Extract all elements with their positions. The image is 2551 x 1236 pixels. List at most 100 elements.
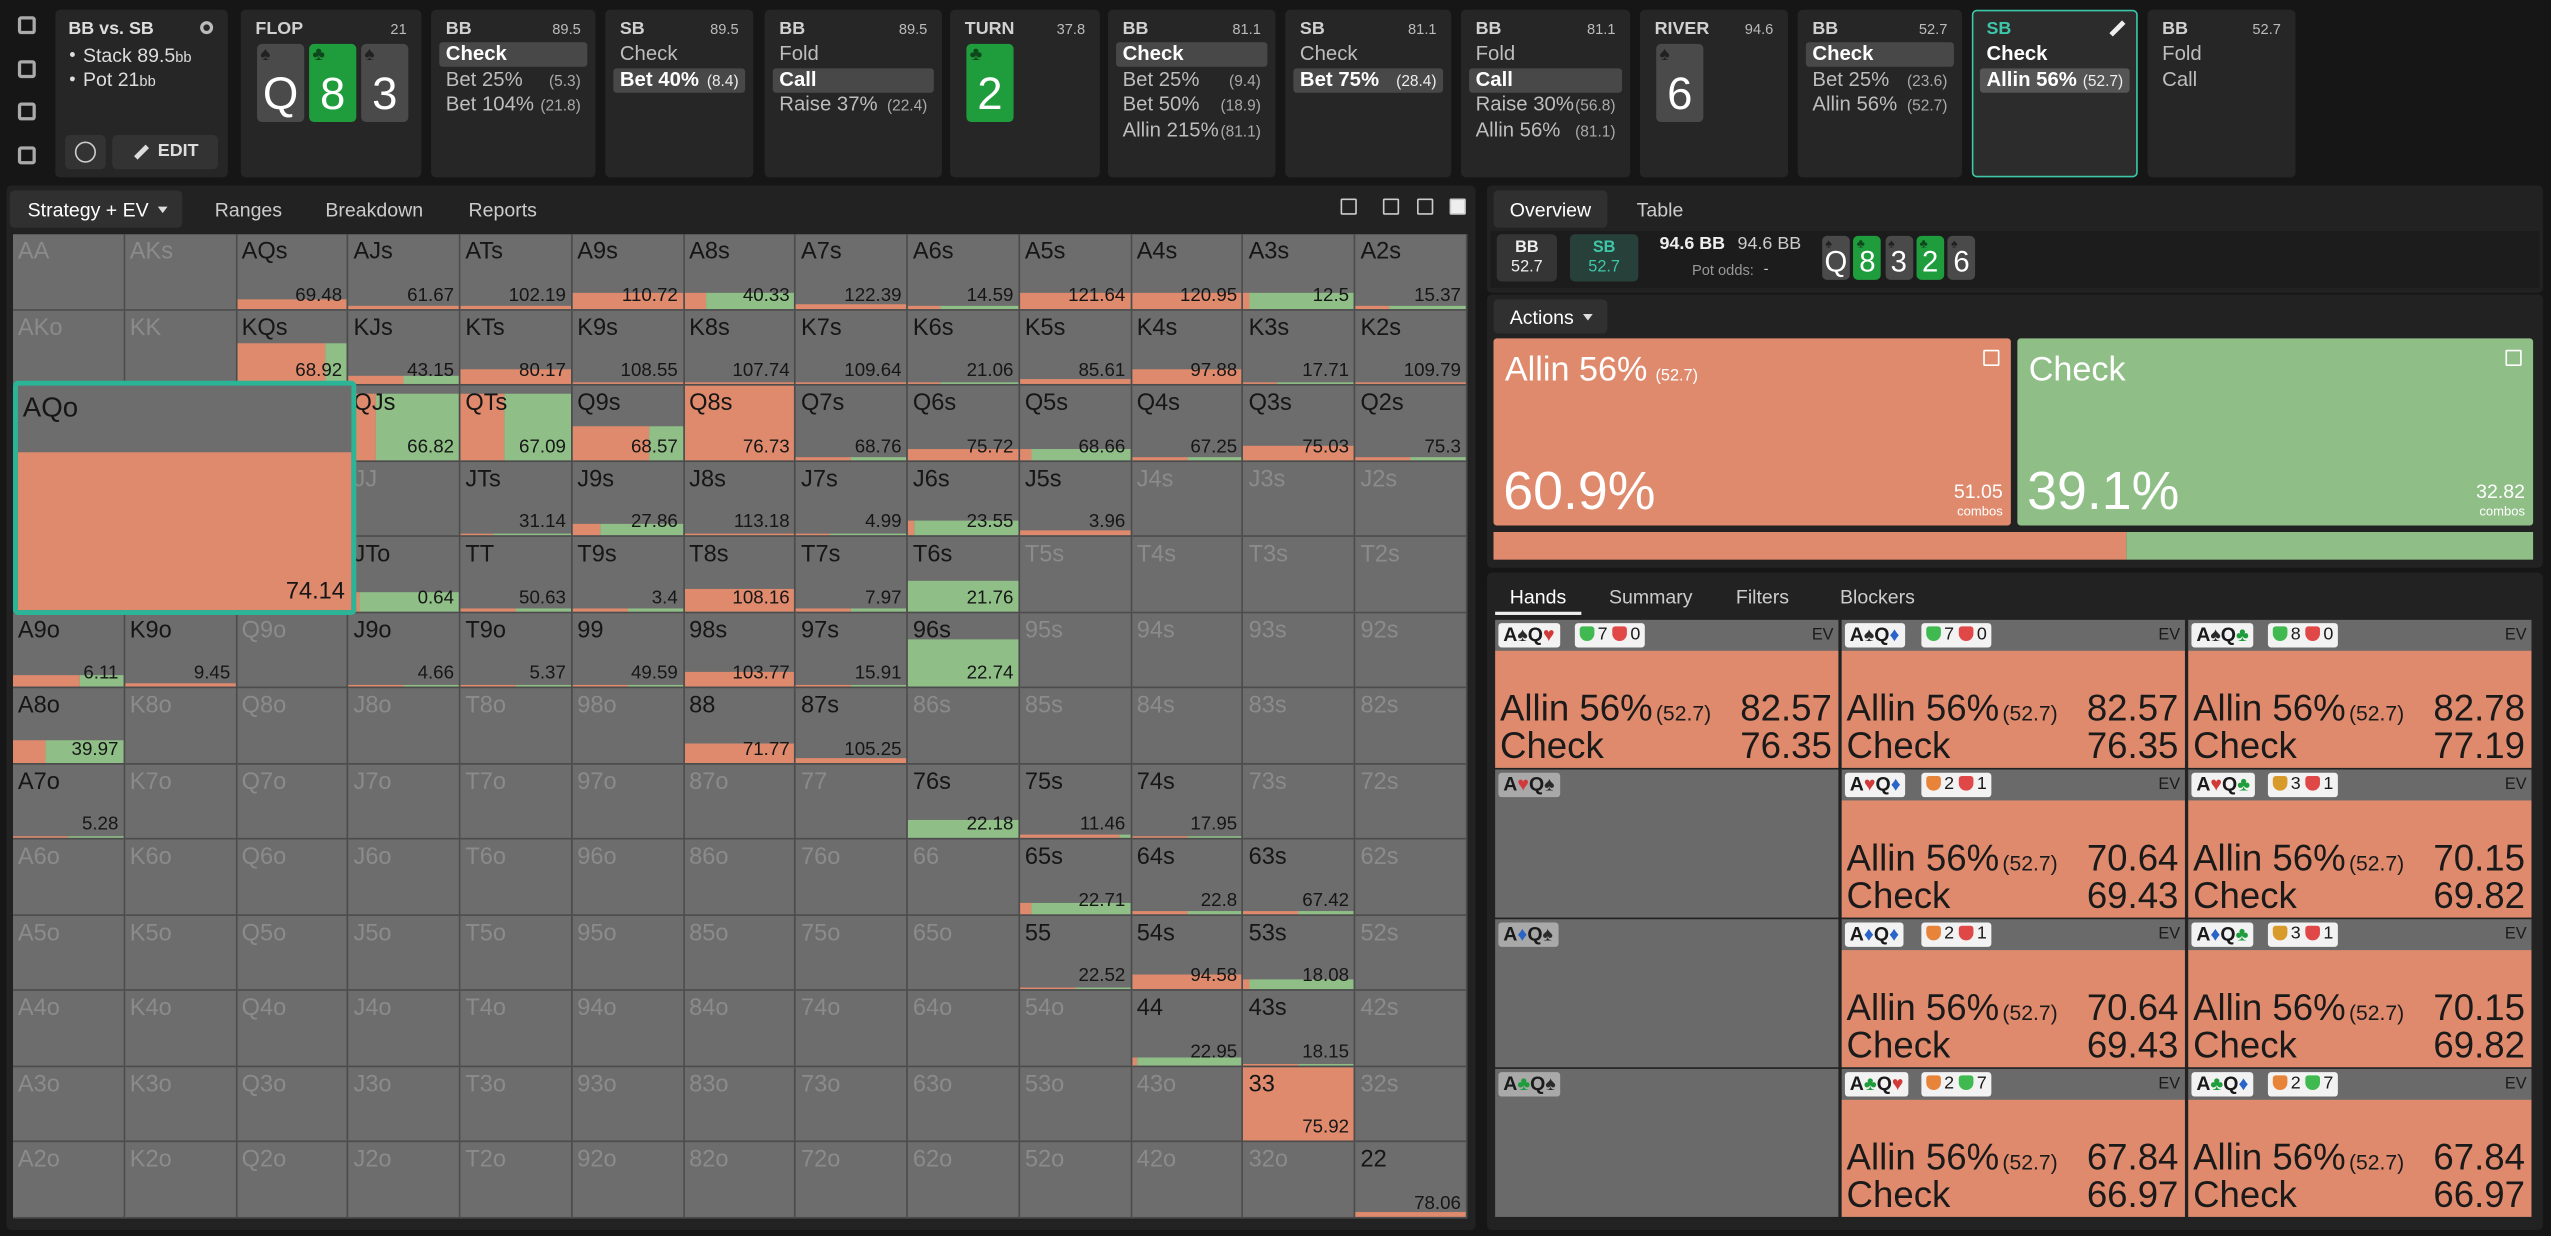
node-action[interactable]: Fold xyxy=(1469,42,1622,66)
range-cell[interactable]: 84s xyxy=(1131,688,1244,765)
range-cell[interactable]: KK xyxy=(124,309,237,386)
range-cell[interactable]: K8s 107.74 xyxy=(684,309,797,386)
range-cell[interactable]: 95s xyxy=(1019,612,1132,689)
range-cell[interactable]: 52s xyxy=(1355,915,1468,992)
node-action[interactable]: Bet 104% (21.8) xyxy=(439,93,587,117)
range-cell[interactable]: ATs 102.19 xyxy=(460,234,573,310)
range-cell[interactable]: 44 22.95 xyxy=(1131,991,1244,1068)
range-cell[interactable]: 63s 67.42 xyxy=(1243,839,1356,916)
range-cell[interactable]: 42o xyxy=(1131,1142,1244,1219)
range-cell[interactable]: 98s 103.77 xyxy=(684,612,797,689)
range-cell[interactable]: 32o xyxy=(1243,1142,1356,1219)
node-action[interactable]: Raise 30% (56.8) xyxy=(1469,93,1622,117)
range-cell[interactable]: Q4o xyxy=(236,991,349,1068)
range-cell[interactable]: 22 78.06 xyxy=(1355,1142,1468,1219)
player-box[interactable]: SB 52.7 xyxy=(1569,234,1639,282)
node-card[interactable]: RIVER 94.6 6 ♠ xyxy=(1639,9,1788,178)
range-cell[interactable]: J6o xyxy=(348,839,461,916)
range-cell[interactable]: 33 75.92 xyxy=(1243,1067,1356,1143)
node-card[interactable]: BB 52.7 Check Bet 25% (23.6) Allin 56% (52.7) xyxy=(1797,9,1963,178)
hand-cell[interactable]: A♣Q♠ xyxy=(1495,1068,1839,1217)
node-action[interactable]: Call xyxy=(772,67,934,92)
hand-cell[interactable]: A♣Q♦ 2 7 EV Allin 56% (52.7) 67.84 Check 66.97 xyxy=(2188,1068,2532,1217)
range-cell[interactable]: Q2s 75.3 xyxy=(1355,385,1468,462)
node-action[interactable]: Fold xyxy=(773,42,934,66)
range-cell[interactable]: T3s xyxy=(1243,537,1356,613)
range-cell[interactable]: 93o xyxy=(572,1067,685,1143)
range-cell[interactable]: 98o xyxy=(572,688,685,765)
range-cell[interactable]: K7s 109.64 xyxy=(796,309,909,386)
tab[interactable]: Ranges xyxy=(205,190,303,227)
range-cell[interactable]: 65o xyxy=(908,915,1020,992)
node-card[interactable]: TURN 37.8 2 ♣ xyxy=(950,9,1100,178)
range-cell[interactable]: A7s 122.39 xyxy=(796,234,909,310)
range-cell[interactable]: 76s 22.18 xyxy=(908,764,1020,840)
range-cell[interactable]: 73s xyxy=(1243,764,1356,840)
range-cell[interactable]: KQs 68.92 xyxy=(236,309,349,386)
range-cell[interactable]: 99 49.59 xyxy=(572,612,685,689)
range-cell[interactable]: J6s 23.55 xyxy=(908,461,1020,538)
range-cell[interactable]: 64o xyxy=(908,991,1020,1068)
node-card[interactable]: SB 89.5 Check Bet 40% (8.4) xyxy=(605,9,754,178)
info-button[interactable] xyxy=(65,135,106,170)
node-action[interactable]: Bet 75% (28.4) xyxy=(1293,67,1444,92)
range-cell[interactable]: 88 71.77 xyxy=(684,688,797,765)
range-cell[interactable]: J7o xyxy=(348,764,461,840)
range-cell[interactable]: AJs 61.67 xyxy=(348,234,461,310)
range-cell[interactable]: T8s 108.16 xyxy=(684,537,797,613)
range-cell[interactable]: 83s xyxy=(1243,688,1356,765)
range-cell[interactable]: T3o xyxy=(460,1067,573,1143)
range-cell[interactable]: 97s 15.91 xyxy=(796,612,909,689)
tab[interactable]: Summary xyxy=(1594,579,1707,615)
range-cell[interactable]: Q7o xyxy=(236,764,349,840)
range-cell[interactable]: K8o xyxy=(124,688,237,765)
range-cell[interactable]: 84o xyxy=(684,991,797,1068)
range-cell[interactable]: 54s 94.58 xyxy=(1131,915,1244,992)
range-cell[interactable]: 87o xyxy=(684,764,797,840)
range-cell[interactable]: 43s 18.15 xyxy=(1243,991,1356,1068)
range-cell[interactable]: 43o xyxy=(1131,1067,1244,1143)
range-cell[interactable]: K3s 17.71 xyxy=(1243,309,1356,386)
range-cell[interactable]: A5s 121.64 xyxy=(1019,234,1132,310)
range-cell[interactable]: A9o 6.11 xyxy=(13,612,125,689)
node-card[interactable]: BB 81.1 Check Bet 25% (9.4) Bet 50% (18.9) Alli… xyxy=(1107,9,1276,178)
node-action[interactable]: Bet 50% (18.9) xyxy=(1116,93,1267,117)
hand-cell[interactable]: A♠Q♦ 7 0 EV Allin 56% (52.7) 82.57 Check 76.35 xyxy=(1841,619,2185,768)
node-card[interactable]: BB 89.5 Check Bet 25% (5.3) Bet 104% (21.8) xyxy=(431,9,596,178)
range-cell[interactable]: Q2o xyxy=(236,1142,349,1219)
range-cell[interactable]: 74o xyxy=(796,991,909,1068)
range-cell[interactable]: 92s xyxy=(1355,612,1468,689)
tab[interactable]: Reports xyxy=(459,190,557,227)
range-cell[interactable]: JTs 31.14 xyxy=(460,461,573,538)
range-cell[interactable]: 74s 17.95 xyxy=(1131,764,1244,840)
range-cell[interactable]: 76o xyxy=(796,839,909,916)
range-cell[interactable]: K7o xyxy=(124,764,237,840)
toolbar-icon[interactable] xyxy=(17,146,36,165)
node-action[interactable]: Allin 56% (52.7) xyxy=(1979,67,2130,92)
range-cell[interactable]: 85o xyxy=(684,915,797,992)
node-action[interactable]: Fold xyxy=(2156,42,2288,66)
range-cell[interactable]: J5s 3.96 xyxy=(1019,461,1132,538)
node-action[interactable]: Bet 25% (5.3) xyxy=(439,68,587,92)
range-cell[interactable]: J3o xyxy=(348,1067,461,1143)
node-action[interactable]: Check xyxy=(613,42,745,66)
range-cell[interactable]: 82o xyxy=(684,1142,797,1219)
range-cell[interactable]: 55 22.52 xyxy=(1019,915,1132,992)
range-cell[interactable]: QTs 67.09 xyxy=(460,385,573,462)
range-cell[interactable]: J2o xyxy=(348,1142,461,1219)
range-cell[interactable]: A4s 120.95 xyxy=(1131,234,1244,310)
range-cell[interactable]: Q3s 75.03 xyxy=(1243,385,1356,462)
range-cell[interactable]: K2o xyxy=(124,1142,237,1219)
tab[interactable]: Overview xyxy=(1493,190,1608,228)
range-cell[interactable]: 65s 22.71 xyxy=(1019,839,1132,916)
settings-icon[interactable] xyxy=(200,21,214,35)
range-cell[interactable]: J7s 4.99 xyxy=(796,461,909,538)
range-cell[interactable]: K6o xyxy=(124,839,237,916)
node-action[interactable]: Allin 56% (81.1) xyxy=(1469,118,1622,142)
range-cell[interactable]: 94s xyxy=(1131,612,1244,689)
range-cell[interactable]: 82s xyxy=(1355,688,1468,765)
tab[interactable]: Strategy + EV xyxy=(9,190,183,228)
range-cell[interactable]: AKs xyxy=(124,234,237,310)
range-cell[interactable]: Q5s 68.66 xyxy=(1019,385,1132,462)
node-card[interactable]: FLOP 21 Q ♠ 8 ♣ 3 ♠ xyxy=(240,9,422,178)
